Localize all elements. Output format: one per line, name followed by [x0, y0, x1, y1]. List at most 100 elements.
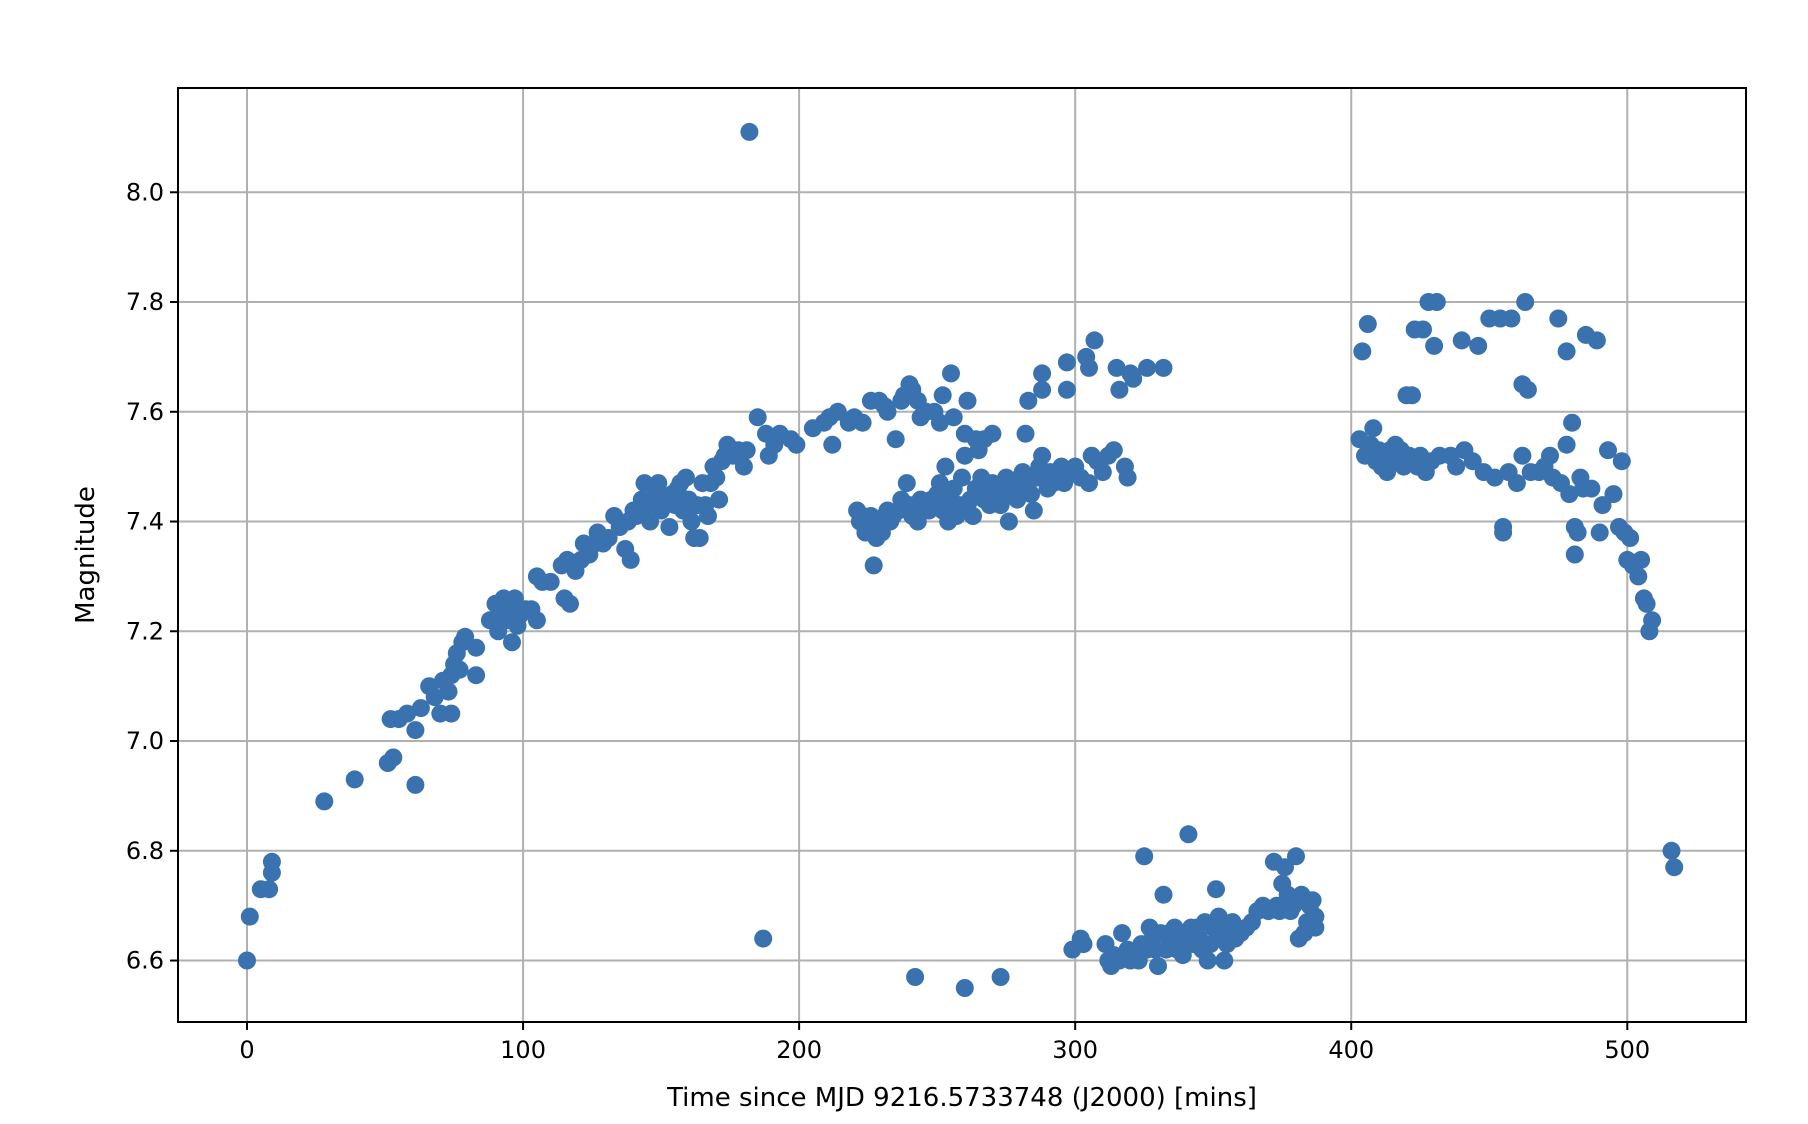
data-point [1414, 320, 1432, 339]
data-point [676, 468, 695, 487]
data-point [1303, 891, 1322, 910]
data-point [1447, 457, 1466, 476]
data-point [1118, 468, 1137, 487]
data-point [983, 424, 1002, 443]
data-point [953, 468, 971, 487]
data-point [1113, 924, 1132, 943]
data-point [1599, 441, 1617, 460]
data-point [1629, 567, 1648, 586]
data-point [1033, 446, 1052, 465]
data-point [411, 699, 430, 718]
data-point [1568, 523, 1587, 542]
data-point [853, 413, 872, 432]
data-point [1124, 369, 1143, 388]
data-point [1135, 847, 1154, 866]
plot-frame [177, 87, 1747, 1023]
data-point [1057, 380, 1076, 399]
data-point [1612, 452, 1631, 471]
data-point [1033, 364, 1052, 383]
data-point [1557, 435, 1576, 454]
y-tick-label-7: 8.0 [126, 178, 164, 206]
data-point [1024, 501, 1043, 520]
y-tick-label-3: 7.2 [126, 617, 164, 645]
data-point [1587, 331, 1606, 350]
data-point [964, 507, 982, 525]
data-point [1463, 452, 1482, 471]
data-point [944, 408, 963, 427]
data-point [1541, 446, 1559, 465]
data-point [1104, 441, 1123, 460]
data-point [1207, 880, 1225, 899]
data-point [467, 666, 486, 685]
y-tick-label-6: 7.8 [126, 288, 164, 316]
data-point [1590, 523, 1609, 542]
data-point [1209, 907, 1228, 926]
data-point [1425, 336, 1444, 355]
data-point [1358, 315, 1377, 333]
data-point [1287, 847, 1305, 866]
data-point [1080, 358, 1098, 377]
y-axis-label: Magnitude [71, 486, 101, 624]
data-point [635, 474, 654, 493]
ticks: 0 100 200 300 400 500 6.6 6.8 7.0 7.2 7.4 7.6 7.8 8.0 [126, 178, 1650, 1064]
data-point [398, 704, 417, 723]
data-point [1364, 419, 1383, 438]
data-point [707, 468, 726, 487]
data-point [315, 792, 334, 811]
data-point [527, 611, 546, 630]
y-tick-label-0: 6.6 [126, 947, 164, 975]
data-point [740, 122, 759, 141]
x-tick-label-2: 200 [776, 1036, 822, 1064]
x-tick-label-3: 300 [1052, 1036, 1098, 1064]
data-point [505, 589, 524, 608]
data-point [1604, 485, 1623, 504]
data-point [406, 775, 425, 794]
data-point [1107, 358, 1126, 377]
y-tick-label-1: 6.8 [126, 837, 164, 865]
data-point [599, 529, 618, 547]
data-point [754, 929, 773, 948]
data-point [240, 907, 259, 926]
data-point [1306, 918, 1325, 937]
data-point [238, 951, 256, 970]
data-point [1138, 358, 1156, 377]
data-point [660, 518, 679, 536]
data-point [737, 441, 756, 460]
data-point [1353, 342, 1372, 361]
data-point [930, 474, 949, 493]
data-point [930, 413, 949, 432]
x-tick-label-0: 0 [239, 1036, 254, 1064]
data-point [1173, 946, 1192, 965]
data-point [991, 968, 1010, 986]
data-points [238, 122, 1684, 997]
data-point [864, 556, 883, 575]
data-point [1022, 485, 1040, 504]
data-point [1557, 342, 1576, 361]
data-point [1276, 858, 1294, 877]
data-point [710, 490, 729, 509]
data-point [942, 364, 960, 383]
data-point [906, 968, 925, 986]
data-point [933, 386, 952, 405]
data-point [1621, 529, 1640, 547]
data-point [682, 512, 701, 531]
data-point [1179, 825, 1198, 844]
data-point [1452, 331, 1471, 350]
data-point [1110, 380, 1129, 399]
data-point [627, 507, 646, 525]
data-point [955, 446, 974, 465]
data-point [734, 457, 753, 476]
data-point [439, 682, 458, 701]
data-point [1149, 957, 1167, 975]
y-tick-label-5: 7.6 [126, 398, 164, 426]
data-point [1513, 446, 1532, 465]
data-point [541, 572, 560, 591]
data-point [1154, 358, 1173, 377]
data-point [1507, 474, 1526, 493]
data-point [641, 512, 660, 531]
data-point [649, 474, 668, 493]
data-point [406, 721, 425, 740]
data-point [1013, 463, 1032, 482]
